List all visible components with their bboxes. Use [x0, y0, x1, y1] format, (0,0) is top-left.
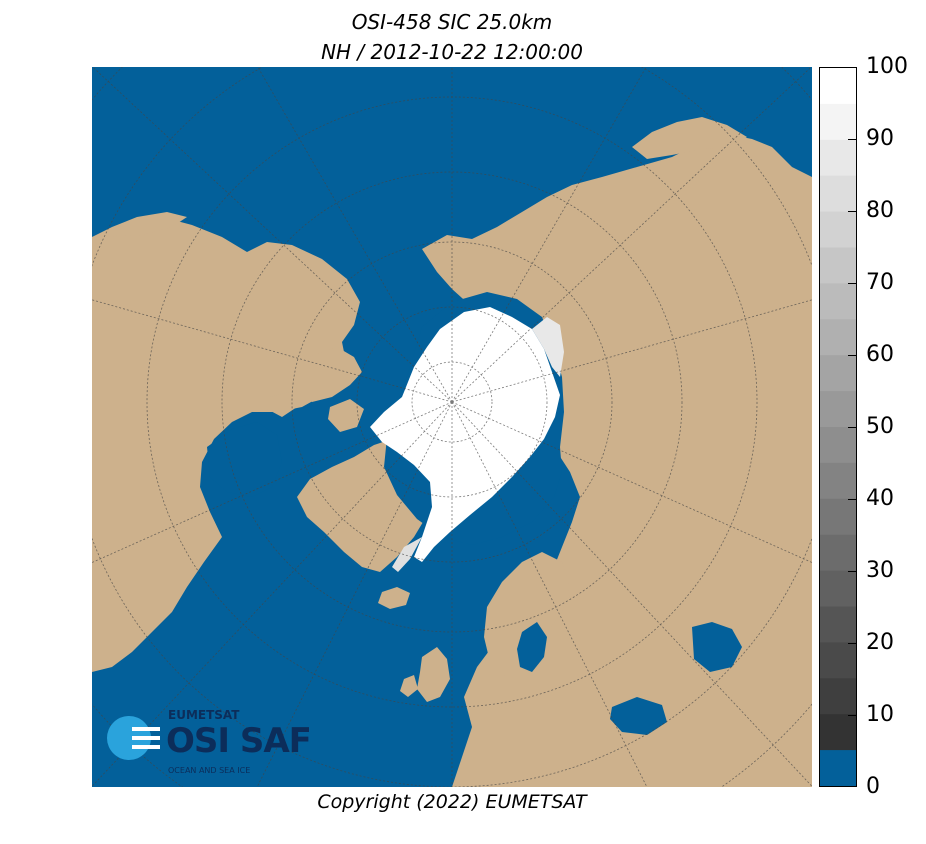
- colorbar-tick-label: 20: [866, 630, 894, 655]
- colorbar-tick-label: 40: [866, 486, 894, 511]
- colorbar: [819, 67, 857, 787]
- colorbar-steps: [820, 68, 856, 786]
- colorbar-step: [820, 103, 856, 141]
- colorbar-step: [820, 355, 856, 392]
- sea-ice-edge-greenland: [392, 537, 422, 572]
- colorbar-step: [820, 319, 856, 356]
- landmass-scandinavia: [484, 552, 570, 677]
- colorbar-step: [820, 750, 856, 786]
- sea-ice-edge-east: [532, 317, 564, 377]
- colorbar-tick-mark: [848, 139, 856, 140]
- graticule: [92, 67, 812, 787]
- canadian-archipelago: [267, 347, 364, 432]
- logo-tagline: OCEAN AND SEA ICE: [168, 766, 251, 775]
- colorbar-tick-mark: [848, 499, 856, 500]
- colorbar-step: [820, 462, 856, 500]
- colorbar-tick-mark: [848, 715, 856, 716]
- caspian-sea: [692, 622, 742, 672]
- colorbar-tick-mark: [848, 571, 856, 572]
- landmass-north-america: [92, 217, 360, 672]
- colorbar-step: [820, 139, 856, 177]
- colorbar-step: [820, 678, 856, 715]
- sea-ice-map: [92, 67, 812, 787]
- colorbar-tick-mark: [848, 643, 856, 644]
- colorbar-tick-label: 30: [866, 558, 894, 583]
- colorbar-step: [820, 714, 856, 751]
- colorbar-step: [820, 247, 856, 284]
- colorbar-step: [820, 68, 856, 105]
- colorbar-step: [820, 211, 856, 248]
- colorbar-tick-label: 90: [866, 126, 894, 151]
- colorbar-step: [820, 283, 856, 320]
- colorbar-tick-mark: [848, 427, 856, 428]
- colorbar-tick-mark: [848, 283, 856, 284]
- colorbar-tick-label: 100: [866, 54, 908, 79]
- copyright: Copyright (2022) EUMETSAT: [317, 791, 587, 813]
- colorbar-step: [820, 498, 856, 536]
- landmass-alaska: [92, 212, 187, 237]
- chart-title: OSI-458 SIC 25.0km: [351, 10, 553, 34]
- sea-ice-extent: [370, 307, 560, 562]
- colorbar-step: [820, 570, 856, 607]
- colorbar-tick-mark: [848, 355, 856, 356]
- colorbar-step: [820, 427, 856, 464]
- colorbar-tick-label: 0: [866, 774, 880, 799]
- landmass-british-isles: [400, 647, 450, 702]
- colorbar-step: [820, 391, 856, 428]
- colorbar-step: [820, 642, 856, 679]
- baltic-sea: [517, 622, 547, 672]
- black-sea: [610, 697, 667, 735]
- chart-subtitle: NH / 2012-10-22 12:00:00: [321, 40, 583, 64]
- landmass-chukotka: [632, 117, 747, 159]
- colorbar-tick-label: 10: [866, 702, 894, 727]
- landmass-iceland: [378, 587, 410, 609]
- colorbar-step: [820, 534, 856, 572]
- osisaf-logo: [107, 716, 160, 760]
- logo-product: OSI SAF: [166, 721, 312, 761]
- colorbar-tick-mark: [848, 211, 856, 212]
- colorbar-tick-label: 50: [866, 414, 894, 439]
- hudson-bay: [207, 422, 282, 497]
- colorbar-tick-label: 60: [866, 342, 894, 367]
- colorbar-tick-label: 70: [866, 270, 894, 295]
- colorbar-step: [820, 606, 856, 643]
- colorbar-step: [820, 175, 856, 213]
- colorbar-tick-label: 80: [866, 198, 894, 223]
- logo-org: EUMETSAT: [168, 708, 240, 722]
